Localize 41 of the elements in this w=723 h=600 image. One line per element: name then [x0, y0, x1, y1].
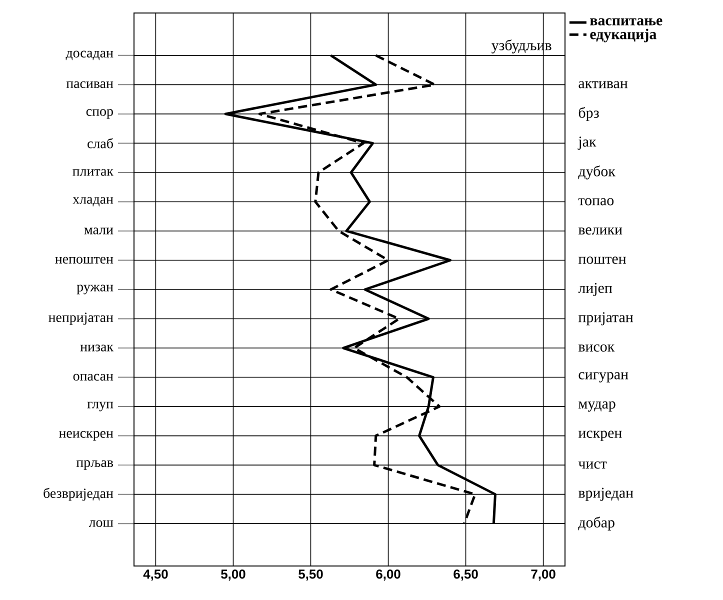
legend-label: васпитање — [590, 18, 662, 26]
y-tick-label: лош — [88, 520, 114, 527]
y-tick-label: плитак — [72, 169, 114, 176]
y-tick-label: опасан — [73, 374, 114, 381]
y2-tick-label: мудар — [578, 401, 616, 412]
y-tick-label: слаб — [88, 138, 113, 148]
y-tick-label: спор — [86, 109, 113, 119]
y-tick-label: пасиван — [66, 81, 114, 88]
y-tick-label: неискрен — [59, 431, 114, 441]
y2-tick-label: брз — [578, 107, 599, 121]
y2-tick-label: лијеп — [578, 282, 612, 296]
y2-tick-label: висок — [578, 344, 615, 352]
y-tick-label: ружан — [76, 284, 114, 294]
y2-tick-label: активан — [578, 81, 628, 88]
x-tick-label: 4,50 — [143, 570, 168, 581]
x-tick-label: 5,50 — [298, 570, 323, 581]
y-tick-label: непоштен — [55, 256, 114, 264]
y-tick-label: прљав — [76, 460, 113, 470]
y2-tick-label: искрен — [578, 430, 622, 441]
x-tick-label: 6,00 — [376, 570, 400, 581]
x-tick-label: 7,00 — [531, 570, 556, 581]
y2-tick-label: топао — [578, 198, 614, 206]
y2-tick-label: чист — [578, 461, 607, 469]
y2-tick-label: велики — [578, 227, 622, 235]
legend-label: едукација — [590, 28, 656, 42]
y2-tick-label: пријатан — [578, 312, 634, 326]
y-tick-label: мали — [84, 228, 114, 234]
y2-tick-label: сигуран — [578, 372, 628, 382]
x-tick-label: 5,00 — [221, 570, 246, 581]
x-tick-label: 6,50 — [454, 570, 478, 581]
y-tick-label: глуп — [87, 402, 114, 412]
y-tick-label: непријатан — [48, 312, 114, 325]
y-tick-label: низак — [80, 344, 114, 352]
y2-tick-label: дубок — [578, 166, 616, 180]
y2-tick-label: поштен — [578, 256, 626, 264]
y-tick-label: безвриједан — [44, 488, 114, 501]
y2-tick-label: вриједан — [578, 488, 634, 501]
y2-tick-label: јак — [578, 136, 596, 150]
y-tick-label: досадан — [66, 50, 114, 60]
y2-tick-label: добар — [578, 516, 614, 531]
y-tick-label: хладан — [72, 197, 114, 206]
